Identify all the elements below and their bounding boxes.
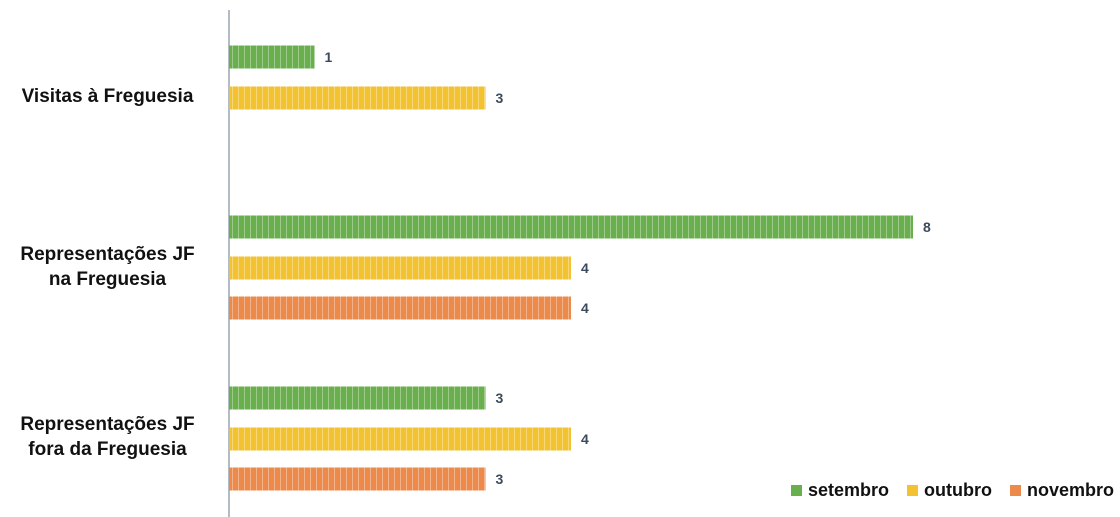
data-label-outubro-0: 3 (496, 90, 504, 106)
bar-novembro-1 (229, 296, 571, 320)
category-label-line: Visitas à Freguesia (21, 86, 194, 107)
data-label-setembro-0: 1 (325, 49, 333, 65)
category-label-line: fora da Freguesia (28, 439, 187, 460)
legend-label-novembro: novembro (1026, 480, 1114, 500)
data-label-novembro-1: 4 (581, 300, 589, 316)
legend-item-outubro: outubro (907, 480, 992, 501)
data-label-outubro-2: 4 (581, 431, 589, 447)
category-label-line: Representações JF (20, 244, 195, 265)
bar-setembro-2 (229, 386, 486, 410)
bar-outubro-2 (229, 427, 571, 451)
bar-novembro-2 (229, 467, 486, 491)
data-label-novembro-2: 3 (496, 471, 504, 487)
legend-swatch-outubro (907, 485, 918, 496)
bar-setembro-1 (229, 215, 913, 239)
category-label-visitas: Visitas à Freguesia (0, 84, 215, 109)
bar-setembro-0 (229, 45, 315, 69)
legend-label-outubro: outubro (924, 480, 992, 500)
data-label-outubro-1: 4 (581, 260, 589, 276)
legend-item-setembro: setembro (790, 480, 889, 501)
legend: setembro outubro novembro (790, 480, 1114, 501)
legend-item-novembro: novembro (1009, 480, 1114, 501)
legend-swatch-novembro (1009, 485, 1021, 496)
category-label-representacoes-fora: Representações JF fora da Freguesia (0, 412, 215, 462)
legend-label-setembro: setembro (807, 480, 889, 500)
data-label-setembro-1: 8 (923, 219, 931, 235)
bar-outubro-1 (229, 256, 571, 280)
category-label-line: na Freguesia (48, 269, 167, 290)
category-label-line: Representações JF (20, 414, 195, 435)
data-label-setembro-2: 3 (496, 390, 504, 406)
legend-swatch-setembro (790, 485, 802, 496)
bar-outubro-0 (229, 86, 486, 110)
category-label-representacoes-na: Representações JF na Freguesia (0, 242, 215, 292)
